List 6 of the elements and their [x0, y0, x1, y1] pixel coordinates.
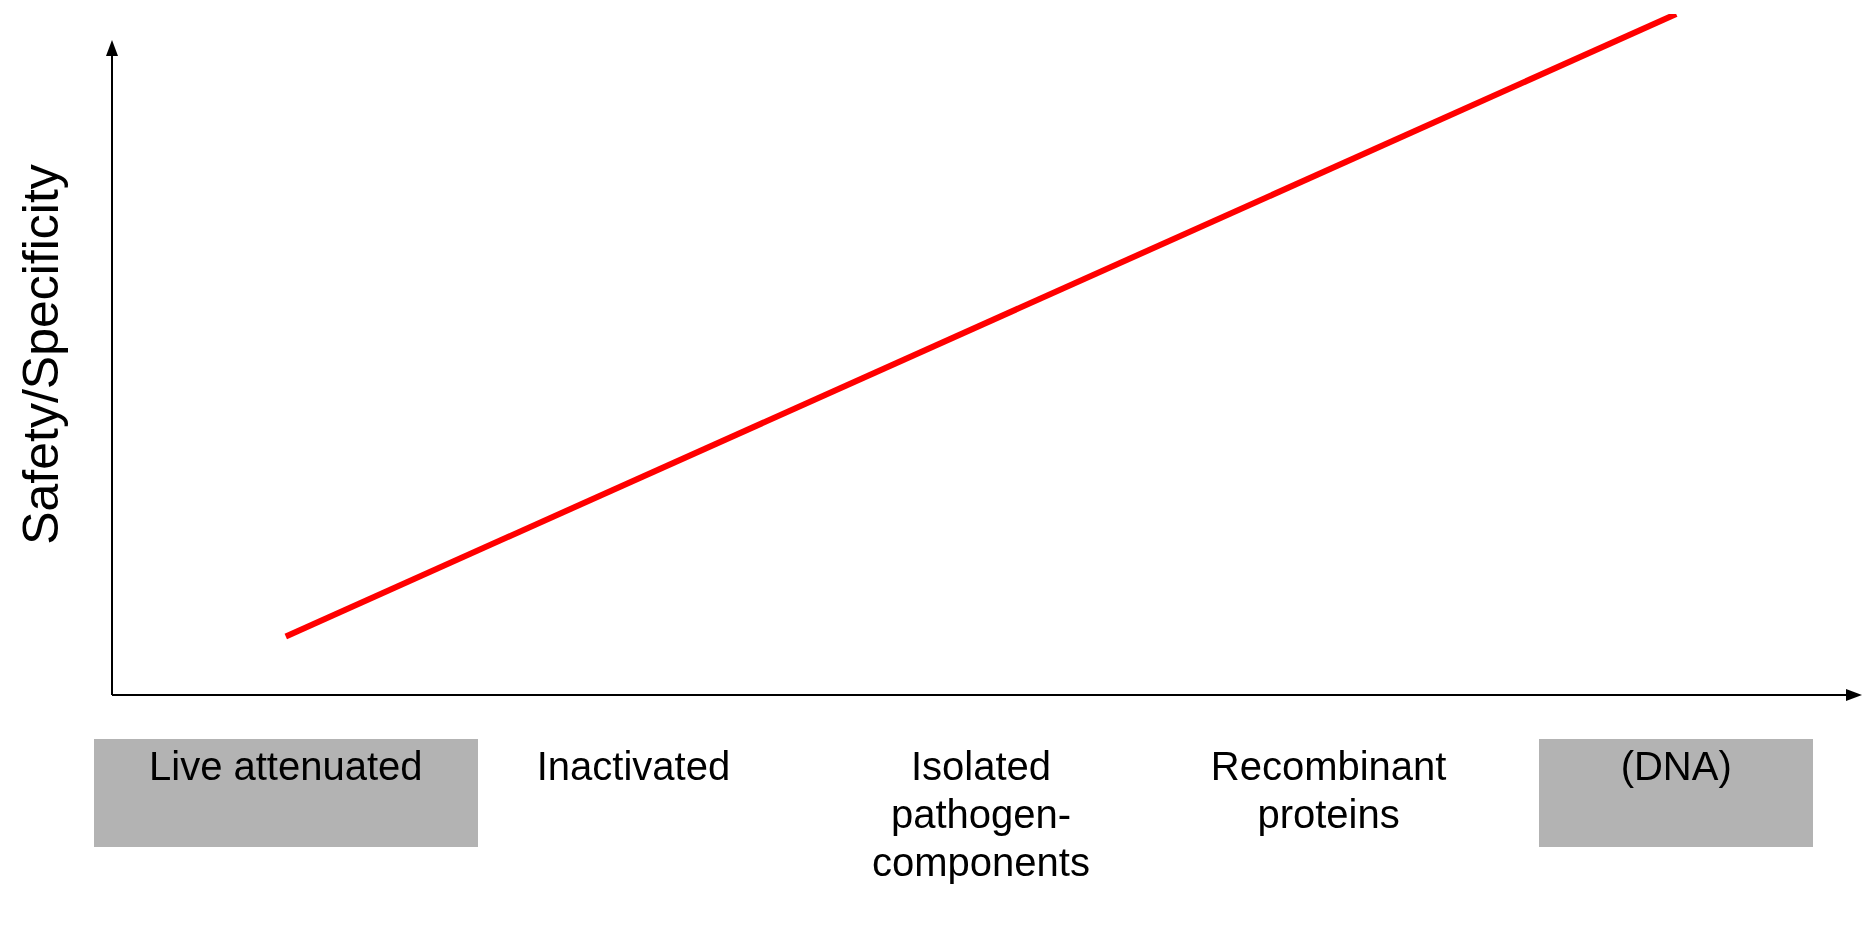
y-axis-title: Safety/Specificity [12, 164, 69, 545]
x-tick-label: Recombinant proteins [1210, 744, 1447, 837]
x-tick-label: Live attenuated [149, 744, 423, 789]
x-tick-label: Inactivated [536, 744, 731, 789]
x-tick-label: (DNA) [1620, 744, 1732, 789]
x-tick-label: Isolated pathogen-components [872, 744, 1090, 885]
